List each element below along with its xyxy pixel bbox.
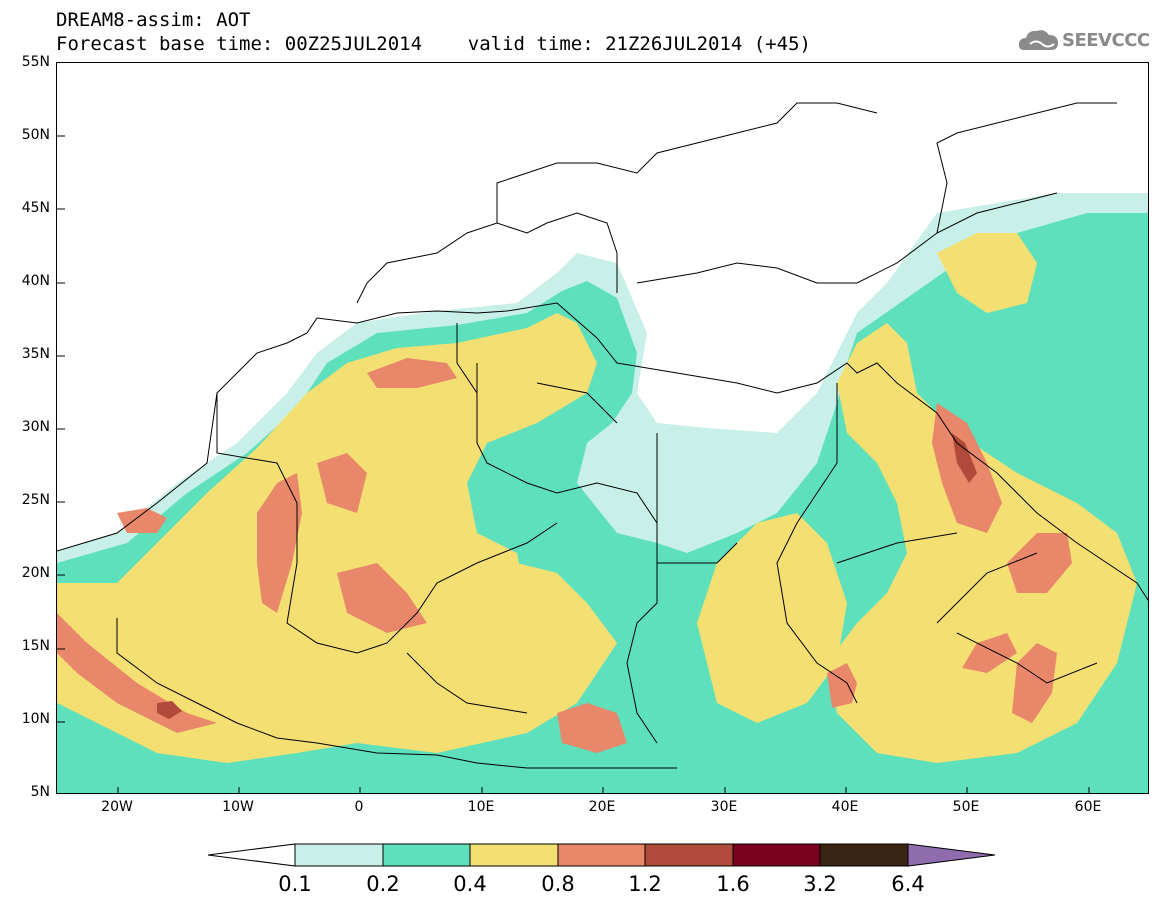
aot-map	[57, 102, 1148, 793]
colorbar-bin-6	[732, 843, 821, 867]
lat-label-45n: 45N	[21, 200, 50, 216]
lat-label-5n: 5N	[30, 784, 50, 800]
map-panel	[56, 62, 1149, 794]
lat-label-50n: 50N	[21, 127, 50, 143]
lon-label-60e: 60E	[1074, 799, 1102, 815]
lat-label-25n: 25N	[21, 492, 50, 508]
lat-label-55n: 55N	[21, 54, 50, 70]
colorbar-bin-2	[382, 843, 471, 867]
lat-label-40n: 40N	[21, 273, 50, 289]
colorbar-under-arrow	[207, 843, 296, 867]
colorbar-label-3-2: 3.2	[803, 872, 837, 896]
colorbar-bin-4	[557, 843, 646, 867]
colorbar-label-0-8: 0.8	[541, 872, 575, 896]
colorbar-label-1-2: 1.2	[628, 872, 662, 896]
colorbar-label-0-2: 0.2	[366, 872, 400, 896]
lat-label-20n: 20N	[21, 565, 50, 581]
colorbar	[207, 843, 996, 867]
lon-label-50e: 50E	[952, 799, 980, 815]
lon-label-40e: 40E	[831, 799, 859, 815]
lat-label-10n: 10N	[21, 711, 50, 727]
title-line-1: DREAM8-assim: AOT	[56, 9, 251, 31]
lat-label-35n: 35N	[21, 346, 50, 362]
lat-label-30n: 30N	[21, 419, 50, 435]
aot-field-1-2-1-6	[157, 433, 977, 719]
lon-label-0: 0	[354, 799, 364, 815]
colorbar-bin-7	[819, 843, 909, 867]
lon-label-10w: 10W	[222, 799, 254, 815]
lon-label-30e: 30E	[710, 799, 738, 815]
lon-label-20e: 20E	[588, 799, 616, 815]
lon-label-20w: 20W	[101, 799, 133, 815]
cloud-icon	[1018, 30, 1058, 50]
land-outline	[57, 102, 1148, 769]
colorbar-label-1-6: 1.6	[716, 872, 750, 896]
title-line-2: Forecast base time: 00Z25JUL2014 valid t…	[56, 33, 811, 55]
logo-text: SEEVCCC	[1062, 30, 1150, 51]
colorbar-bin-1	[294, 843, 384, 867]
lon-label-10e: 10E	[467, 799, 495, 815]
colorbar-label-0-1: 0.1	[278, 872, 312, 896]
colorbar-label-6-4: 6.4	[891, 872, 925, 896]
grid-ticks	[57, 135, 1090, 793]
lat-label-15n: 15N	[21, 638, 50, 654]
colorbar-over-arrow	[907, 843, 996, 867]
colorbar-label-0-4: 0.4	[453, 872, 487, 896]
colorbar-bin-5	[644, 843, 734, 867]
colorbar-bin-3	[469, 843, 559, 867]
